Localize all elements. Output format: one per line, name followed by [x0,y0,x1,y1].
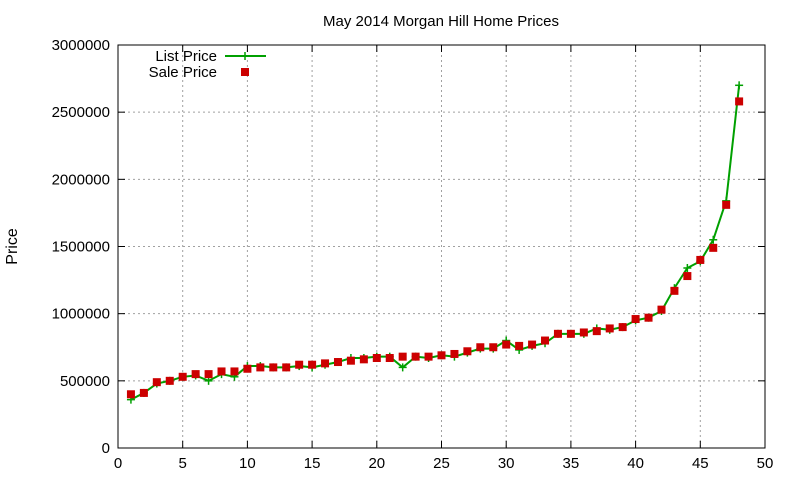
list-price-point [398,363,407,372]
sale-price-point [346,356,355,365]
sale-price-point [411,352,420,361]
sale-price-point [385,353,394,362]
x-tick-label: 50 [757,455,774,472]
x-tick-label: 20 [368,455,385,472]
list-price-point [735,81,744,90]
axes [117,44,766,449]
x-tick-label: 0 [114,455,122,472]
legend-label-sale-price: Sale Price [149,64,217,81]
sale-price-point [152,378,161,387]
x-tick-label: 25 [433,455,450,472]
sale-price-point [592,327,601,336]
x-tick-label: 45 [692,455,709,472]
sale-price-point [644,313,653,322]
sale-price-point [528,340,537,349]
sale-price-point [618,323,627,332]
x-tick-label: 5 [179,455,187,472]
y-tick-label: 2500000 [52,104,110,121]
sale-price-point [696,255,705,264]
sale-price-point [359,355,368,364]
sale-price-point [204,370,213,379]
sale-price-point [308,360,317,369]
sale-price-point [670,286,679,295]
sale-price-point [398,352,407,361]
sale-price-point [333,358,342,367]
sale-price-point [515,341,524,350]
sale-price-point [217,367,226,376]
grid-lines [118,45,765,448]
sale-price-point [256,363,265,372]
sale-price-point [476,343,485,352]
sale-price-point [463,347,472,356]
y-tick-label: 500000 [60,373,110,390]
sale-price-point [243,364,252,373]
sale-price-point [191,370,200,379]
sale-price-point [502,340,511,349]
sale-price-point [126,390,135,399]
sale-price-point [631,315,640,324]
tick-labels: 0 5 10 15 20 25 30 35 40 45 50 0 500000 1000000 150000… [52,37,774,472]
sale-price-point [321,359,330,368]
sale-price-point [424,352,433,361]
y-axis-title: Price [4,228,21,265]
sale-price-point [709,243,718,252]
sale-price-point [683,272,692,281]
sale-price-point [295,360,304,369]
sale-price-point [178,372,187,381]
x-tick-label: 15 [304,455,321,472]
sale-price-point [553,329,562,338]
sale-price-point [605,324,614,333]
sale-price-point [566,329,575,338]
list-price-point [709,235,718,244]
x-tick-label: 35 [563,455,580,472]
legend-label-list-price: List Price [155,48,217,65]
x-tick-label: 40 [627,455,644,472]
sale-price-point [722,200,731,209]
sale-price-point [541,336,550,345]
sale-price-point [657,305,666,314]
y-tick-label: 0 [102,440,110,457]
sale-price-point [735,97,744,106]
legend-marker-list-price [241,52,249,60]
series-layer [126,81,744,404]
sale-price-point [269,363,278,372]
sale-price-point [139,388,148,397]
sale-price-point [372,353,381,362]
list-price-point [204,376,213,385]
legend: List Price Sale Price [149,48,266,81]
sale-price-point [450,349,459,358]
chart-title: May 2014 Morgan Hill Home Prices [323,13,559,30]
x-tick-label: 30 [498,455,515,472]
x-tick-label: 10 [239,455,256,472]
sale-price-point [437,351,446,360]
sale-price-point [230,367,239,376]
sale-price-point [489,343,498,352]
y-tick-label: 1500000 [52,239,110,256]
y-tick-label: 3000000 [52,37,110,54]
legend-marker-sale-price [241,68,249,76]
y-tick-label: 1000000 [52,306,110,323]
sale-price-point [282,363,291,372]
sale-price-point [165,376,174,385]
y-tick-label: 2000000 [52,171,110,188]
sale-price-point [579,328,588,337]
list-price-point [683,263,692,272]
series-line-list-price [130,85,741,401]
